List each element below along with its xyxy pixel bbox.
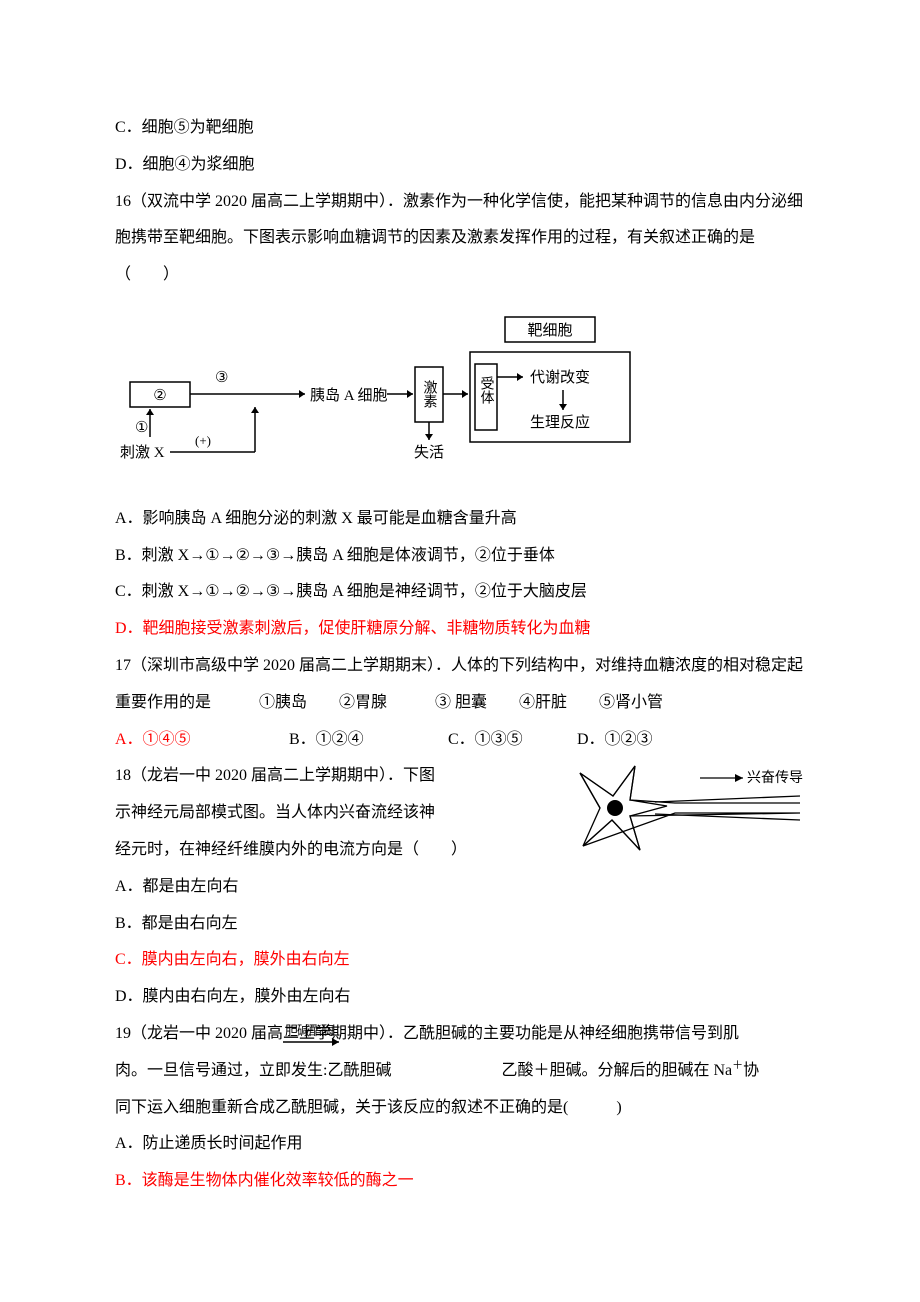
q17-option-c: C．①③⑤ <box>448 722 573 759</box>
q18-option-d: D．膜内由右向左，膜外由左向右 <box>115 979 805 1016</box>
q18-option-c: C．膜内由左向右，膜外由右向左 <box>115 942 805 979</box>
q16-diagram: 靶细胞 受体 代谢改变 生理反应 激素 失活 胰岛 A 细胞 ② ③ <box>115 312 805 487</box>
svg-text:③: ③ <box>215 370 228 386</box>
svg-text:②: ② <box>153 388 166 404</box>
q16-stem: 16（双流中学 2020 届高二上学期期中）．激素作为一种化学信使，能把某种调节… <box>115 184 805 294</box>
svg-text:失活: 失活 <box>414 444 444 461</box>
q19-stem-line1: 19（龙岩一中 2020 届高二上学期期中）．乙酰胆碱的主要功能是从神经细胞携带… <box>115 1016 805 1053</box>
svg-text:(+): (+) <box>195 433 211 448</box>
q16-option-b: B．刺激 X→①→②→③→胰岛 A 细胞是体液调节，②位于垂体 <box>115 538 805 575</box>
q19-option-a: A．防止递质长时间起作用 <box>115 1126 805 1163</box>
q17-option-a: A．①④⑤ <box>115 722 285 759</box>
option-c-cell5: C．细胞⑤为靶细胞 <box>115 110 805 147</box>
option-d-cell4: D．细胞④为浆细胞 <box>115 147 805 184</box>
svg-text:生理反应: 生理反应 <box>530 413 590 431</box>
q17-option-d: D．①②③ <box>577 722 653 759</box>
q18-neuron-diagram: 兴奋传导 <box>545 758 805 858</box>
q19-option-b: B．该酶是生物体内催化效率较低的酶之一 <box>115 1163 805 1200</box>
q16-option-d: D．靶细胞接受激素刺激后，促使肝糖原分解、非糖物质转化为血糖 <box>115 611 805 648</box>
svg-text:刺激 X: 刺激 X <box>120 444 165 461</box>
svg-text:受体: 受体 <box>479 376 495 404</box>
q16-option-c: C．刺激 X→①→②→③→胰岛 A 细胞是神经调节，②位于大脑皮层 <box>115 574 805 611</box>
svg-text:靶细胞: 靶细胞 <box>527 322 572 339</box>
q18-option-b: B．都是由右向左 <box>115 906 805 943</box>
q18-block: 兴奋传导 18（龙岩一中 2020 届高二上学期期中）．下图 示神经元局部模式图… <box>115 758 805 868</box>
q18-option-a: A．都是由左向右 <box>115 869 805 906</box>
svg-text:激素: 激素 <box>422 379 438 408</box>
q19-reaction-arrow <box>283 1038 345 1046</box>
q17-option-b: B．①②④ <box>289 722 444 759</box>
q19-stem-line2: 肉。一旦信号通过，立即发生:乙酰胆碱乙酸＋胆碱。分解后的胆碱在 Na＋协 <box>115 1053 805 1090</box>
q16-option-a: A．影响胰岛 A 细胞分泌的刺激 X 最可能是血糖含量升高 <box>115 501 805 538</box>
svg-text:代谢改变: 代谢改变 <box>530 369 590 386</box>
svg-text:胰岛 A 细胞: 胰岛 A 细胞 <box>310 387 388 404</box>
svg-text:兴奋传导: 兴奋传导 <box>747 770 803 786</box>
q17-stem: 17（深圳市高级中学 2020 届高二上学期期末）．人体的下列结构中，对维持血糖… <box>115 648 805 722</box>
q19-stem-line3: 同下运入细胞重新合成乙酰胆碱，关于该反应的叙述不正确的是( ) <box>115 1090 805 1127</box>
svg-text:①: ① <box>135 420 148 436</box>
